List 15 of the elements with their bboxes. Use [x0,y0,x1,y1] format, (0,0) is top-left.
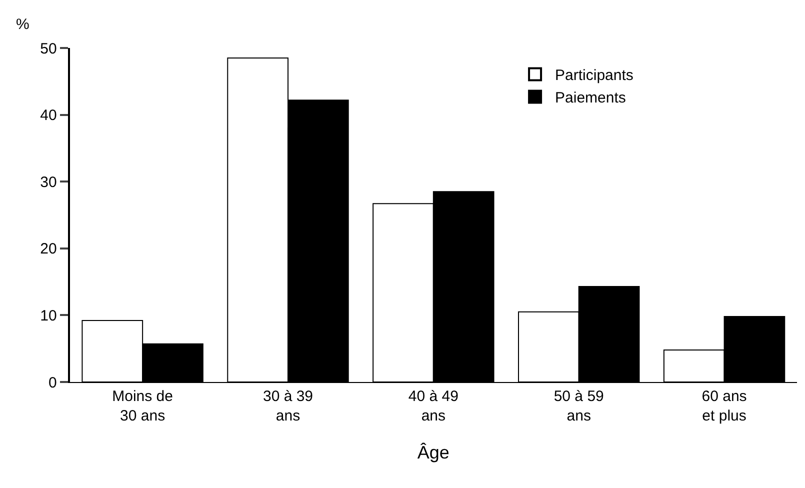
y-tick-label: 0 [48,374,57,392]
legend-label: Paiements [555,90,626,107]
y-tick-label: 20 [40,240,57,258]
y-tick-label: 10 [40,307,57,324]
x-tick-label: 50 à 59 ans [554,388,604,424]
x-tick-label: 40 à 49 ans [408,388,458,424]
y-axis-title: % [16,16,30,33]
x-axis-title: Âge [417,442,450,463]
y-tick-label: 50 [40,40,57,58]
y-tick-label: 40 [40,107,57,124]
x-tick-label: Moins de 30 ans [112,388,173,424]
x-tick-label: 30 à 39 ans [262,388,314,424]
x-tick-label: 60 ans et plus [702,388,747,424]
legend-label: Participants [555,67,634,84]
y-tick-label: 30 [40,174,57,191]
